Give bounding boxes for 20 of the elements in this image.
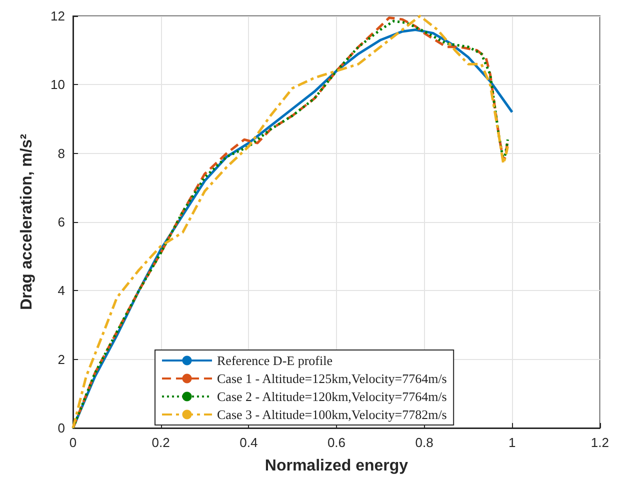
y-axis-title: Drag acceleration, m/s² [18, 134, 36, 310]
x-tick-label: 1 [508, 435, 516, 450]
y-tick-label: 2 [58, 352, 65, 367]
y-tick-label: 8 [58, 146, 65, 161]
y-tick-label: 0 [58, 420, 65, 436]
legend-label: Case 1 - Altitude=125km,Velocity=7764m/s [217, 371, 447, 386]
x-tick-label: 0 [69, 435, 77, 450]
x-tick-label: 0.2 [152, 435, 170, 450]
y-tick-label: 4 [58, 283, 65, 298]
y-tick-label: 6 [58, 214, 65, 230]
y-tick-label: 10 [50, 77, 65, 92]
x-tick-label: 0.8 [415, 435, 434, 450]
x-tick-label: 1.2 [590, 435, 610, 450]
x-axis-title: Normalized energy [264, 458, 408, 474]
legend-label: Case 3 - Altitude=100km,Velocity=7782m/s [217, 407, 447, 422]
x-tick-label: 0.4 [240, 435, 258, 450]
legend-label: Case 2 - Altitude=120km,Velocity=7764m/s [217, 389, 447, 404]
legend-label: Reference D-E profile [217, 353, 333, 368]
x-tick-label: 0.6 [327, 435, 346, 450]
y-tick-label: 12 [50, 8, 65, 24]
